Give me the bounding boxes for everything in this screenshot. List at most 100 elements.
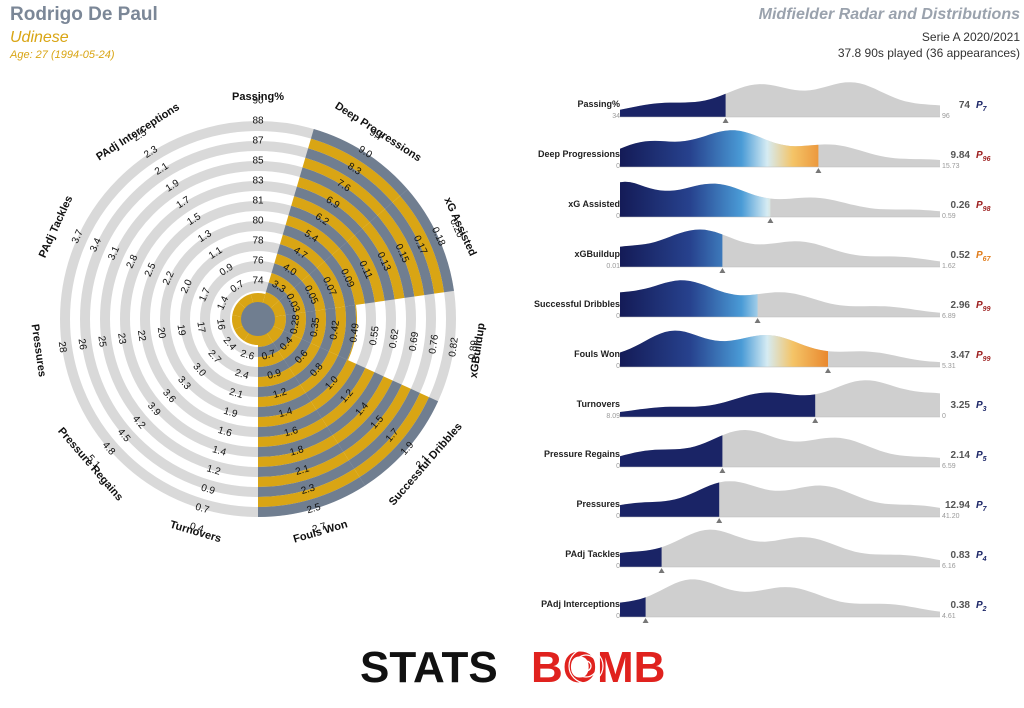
dist-percentile-2: P98 (976, 200, 991, 213)
radar-tick-8-2: 19 (175, 324, 188, 337)
dist-min-5: 0 (616, 363, 620, 370)
radar-tick-0-4: 81 (252, 196, 264, 207)
dist-min-0: 34 (612, 113, 620, 120)
radar-area-slate-5-3 (258, 393, 311, 417)
dist-percentile-9: P4 (976, 550, 987, 563)
radar-tick-3-6: 0.69 (408, 331, 422, 352)
dist-min-9: 0 (616, 563, 620, 570)
radar-tick-9-1: 1.7 (197, 286, 213, 304)
dist-label-1: Deep Progressions (538, 149, 620, 159)
radar-area-slate-1-0 (265, 282, 287, 301)
dist-value-9: 0.83 (951, 550, 971, 561)
radar-area-gold-2-4 (332, 248, 365, 306)
radar-tick-3-5: 0.62 (388, 328, 402, 349)
radar-area-slate-1-1 (271, 263, 302, 288)
radar-area-gold-1-4 (285, 215, 340, 255)
dist-value-0: 74 (959, 100, 971, 111)
dist-label-3: xGBuildup (575, 249, 621, 259)
radar-area-slate-5-4 (258, 409, 322, 437)
radar-tick-5-0: 0.7 (260, 348, 277, 363)
dist-marker-0 (722, 118, 729, 123)
radar-axis-label-8: Pressures (29, 323, 48, 377)
dist-percentile-0: P7 (976, 100, 988, 113)
radar-tick-0-6: 85 (252, 156, 264, 167)
radar-tick-5-6: 2.1 (294, 463, 311, 478)
radar-area-slate-3-0 (283, 313, 296, 335)
dist-max-7: 6.59 (942, 463, 956, 470)
radar-tick-6-6: 1.2 (205, 463, 222, 478)
radar-axis-label-2: xG Assisted (441, 196, 478, 258)
dist-max-3: 1.62 (942, 263, 956, 270)
radar-tick-8-7: 26 (76, 338, 89, 351)
radar-area-slate-2-2 (309, 267, 336, 310)
radar-tick-6-8: 0.7 (194, 502, 211, 517)
dist-value-3: 0.52 (951, 250, 971, 261)
dist-label-5: Fouls Won (574, 349, 620, 359)
dist-percentile-value-6: 3 (983, 406, 987, 413)
dist-label-6: Turnovers (577, 399, 620, 409)
radar-area-slate-2-7 (384, 202, 435, 296)
radar-tick-9-2: 2.0 (179, 278, 195, 296)
dist-marker-1 (815, 168, 822, 173)
dist-min-7: 0 (616, 463, 620, 470)
radar-tick-9-5: 2.8 (125, 253, 141, 271)
radar-area-slate-2-1 (294, 281, 316, 313)
dist-min-1: 0 (616, 163, 620, 170)
dist-marker-4 (754, 318, 761, 323)
radar-area-gold-2-5 (347, 235, 385, 303)
radar-tick-0-3: 80 (252, 216, 264, 227)
dist-fill-3 (620, 229, 723, 267)
radar-area-slate-5-1 (258, 359, 290, 377)
radar-area-gold-3-3 (328, 306, 346, 356)
dist-fill-0 (620, 93, 726, 117)
dist-min-8: 0 (616, 513, 620, 520)
radar-area-gold-1-5 (291, 196, 355, 242)
dist-fill-6 (620, 392, 816, 417)
radar-area-gold-2-2 (301, 274, 326, 311)
radar-tick-8-0: 16 (214, 318, 227, 331)
radar-area-gold-5-6 (258, 435, 339, 467)
radar-tick-9-3: 2.2 (161, 269, 177, 287)
radar-area-gold-3-2 (310, 309, 326, 348)
radar-tick-0-5: 83 (252, 176, 264, 187)
radar-area-gold-4-6 (332, 376, 393, 444)
radar-area-slate-2-8 (400, 189, 454, 293)
dist-max-8: 41.20 (942, 513, 960, 520)
radar-tick-0-2: 78 (252, 236, 264, 247)
radar-tick-0-7: 87 (252, 136, 264, 147)
radar-area-slate-4-4 (316, 363, 366, 419)
radar-area-gold-2-8 (392, 195, 445, 294)
dist-label-4: Successful Dribbles (534, 299, 620, 309)
radar-tick-6-7: 0.9 (200, 483, 217, 498)
radar-area-gold-5-1 (258, 350, 284, 367)
radar-axis-label-10: PAdj Interceptions (94, 101, 182, 163)
radar-area-slate-5-2 (258, 376, 301, 397)
dist-value-10: 0.38 (951, 600, 971, 611)
dist-min-2: 0 (616, 213, 620, 220)
radar-tick-8-5: 23 (115, 332, 128, 345)
radar-area-gold-2-3 (316, 261, 346, 308)
radar-tick-9-0: 1.4 (216, 294, 232, 312)
radar-axis-label-3: xGBuildup (468, 322, 488, 379)
radar-tick-5-3: 1.4 (277, 406, 294, 421)
radar-area-gold-4-1 (278, 334, 302, 360)
dist-percentile-4: P99 (976, 300, 991, 313)
radar-area-slate-5-8 (258, 477, 366, 517)
radar-tick-8-6: 25 (95, 335, 108, 348)
radar-tick-8-3: 20 (155, 327, 168, 340)
dist-marker-9 (658, 568, 665, 573)
minutes-label: 37.8 90s played (36 appearances) (837, 46, 1020, 60)
dist-percentile-value-2: 98 (983, 206, 991, 213)
radar-tick-5-1: 0.9 (266, 367, 283, 382)
radar-area-slate-5-6 (258, 443, 344, 478)
dist-value-4: 2.96 (951, 300, 971, 311)
dist-percentile-value-0: 7 (983, 106, 988, 113)
radar-tick-5-7: 2.3 (300, 482, 317, 497)
radar-area-slate-2-5 (354, 228, 395, 301)
radar-tick-3-0: 0.28 (289, 314, 303, 335)
radar-tick-9-7: 3.4 (88, 236, 104, 254)
radar-tick-3-9: 0.89 (467, 339, 481, 360)
dist-value-7: 2.14 (951, 450, 971, 461)
dist-fill-2 (620, 181, 771, 217)
